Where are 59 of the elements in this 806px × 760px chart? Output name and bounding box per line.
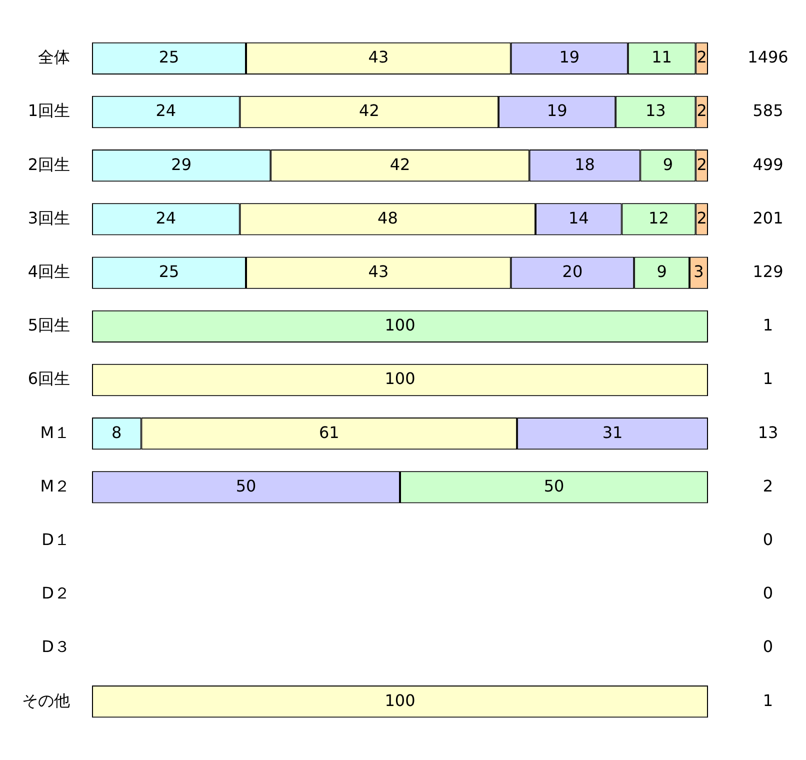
- y-tick-label: 全体: [38, 48, 70, 67]
- text: 585: [752, 101, 784, 120]
- y-tick-label: 1回生: [28, 101, 70, 120]
- data-label: 24: [156, 208, 176, 228]
- data-label: 18: [574, 154, 595, 174]
- y-tick-label: 6回生: [28, 369, 70, 388]
- data-label: 43: [368, 262, 389, 281]
- y-tick-label: 2回生: [28, 154, 70, 174]
- data-label: 42: [390, 154, 410, 174]
- data-label: 2: [696, 48, 707, 67]
- data-label: 24: [156, 101, 176, 120]
- data-label: 50: [236, 476, 256, 496]
- data-label: 2: [696, 101, 707, 120]
- data-label: 3: [694, 262, 704, 281]
- data-label: 50: [544, 476, 564, 496]
- text: 0: [762, 530, 774, 549]
- y-tick-label: D２: [42, 584, 70, 603]
- data-label: 19: [559, 48, 580, 67]
- text: 13: [758, 422, 778, 442]
- data-label: 20: [562, 262, 583, 281]
- data-label: 11: [652, 48, 672, 67]
- text: 0: [762, 637, 774, 656]
- data-label: 9: [656, 262, 667, 281]
- data-label: 43: [368, 48, 389, 67]
- data-label: 25: [158, 48, 180, 67]
- data-label: 100: [384, 316, 416, 335]
- text: 201: [752, 208, 784, 228]
- data-label: 8: [112, 422, 122, 442]
- data-label: 31: [602, 422, 623, 442]
- data-label: 61: [318, 422, 340, 442]
- y-tick-label: 4回生: [28, 262, 70, 281]
- data-label: 19: [546, 101, 568, 120]
- y-tick-label: その他: [22, 690, 70, 710]
- text: 129: [752, 262, 784, 281]
- text: 1: [762, 690, 774, 710]
- data-label: 25: [158, 262, 180, 281]
- text: 1496: [748, 48, 788, 67]
- data-label: 100: [384, 369, 416, 388]
- data-label: 9: [662, 154, 674, 174]
- text: 1: [762, 369, 774, 388]
- text: 1: [762, 316, 774, 335]
- text: 0: [762, 584, 774, 603]
- y-tick-label: M１: [40, 422, 70, 442]
- text: 499: [752, 154, 784, 174]
- text: 2: [762, 476, 774, 496]
- y-tick-label: D３: [42, 637, 70, 656]
- y-tick-label: D１: [42, 530, 70, 549]
- y-tick-label: M２: [40, 476, 70, 496]
- y-tick-label: 3回生: [28, 208, 70, 228]
- data-label: 29: [171, 154, 192, 174]
- data-label: 2: [696, 154, 707, 174]
- data-label: 48: [378, 208, 398, 228]
- data-label: 13: [645, 101, 666, 120]
- data-label: 14: [568, 208, 589, 228]
- y-tick-label: 5回生: [28, 316, 70, 335]
- data-label: 2: [696, 208, 707, 228]
- data-label: 100: [384, 690, 416, 710]
- data-label: 12: [648, 208, 669, 228]
- data-label: 42: [359, 101, 380, 120]
